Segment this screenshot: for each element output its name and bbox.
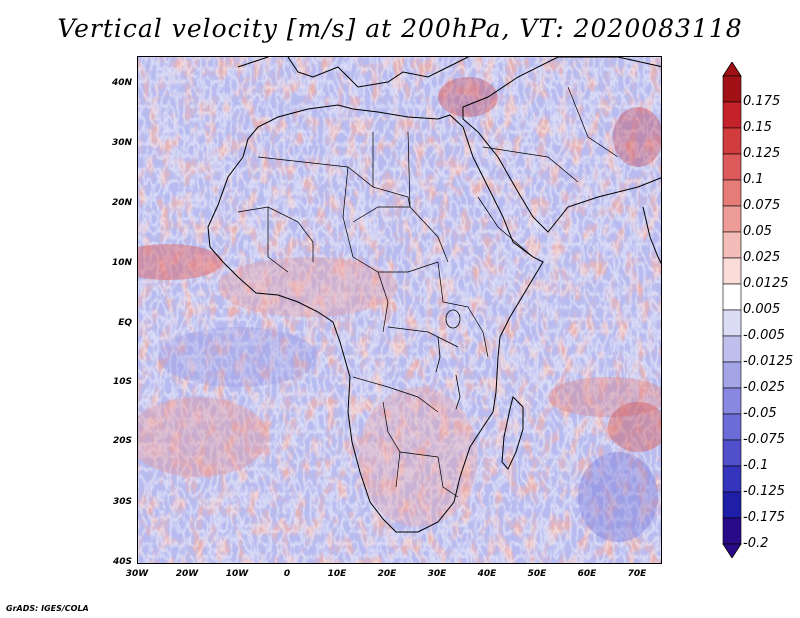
colorbar-label: -0.005	[743, 328, 785, 343]
lon-label-20w: 20W	[175, 569, 199, 579]
colorbar-swatch	[722, 101, 742, 129]
lon-label-30w: 30W	[125, 569, 149, 579]
colorbar-label: -0.2	[743, 536, 769, 551]
colorbar-swatch	[722, 231, 742, 259]
lon-label-10e: 10E	[327, 569, 347, 579]
colorbar-swatch	[722, 413, 742, 441]
lon-label-20e: 20E	[377, 569, 397, 579]
lon-label-10w: 10W	[225, 569, 249, 579]
lat-label-40n: 40N	[111, 78, 132, 88]
colorbar-swatch	[722, 127, 742, 155]
colorbar-swatch	[722, 205, 742, 233]
colorbar-swatch	[722, 283, 742, 311]
colorbar-label: -0.125	[743, 484, 785, 499]
lon-label-60e: 60E	[577, 569, 597, 579]
arabia-asia-coastline	[462, 57, 661, 233]
lon-label-50e: 50E	[527, 569, 547, 579]
lon-label-30e: 30E	[427, 569, 447, 579]
lat-label-10n: 10N	[111, 258, 132, 268]
colorbar-label: -0.1	[743, 458, 769, 473]
colorbar-min-arrow	[722, 543, 742, 558]
coastline-outlines	[207, 57, 661, 533]
colorbar-swatch	[722, 361, 742, 389]
africa-coastline	[207, 104, 544, 533]
madagascar-coastline	[501, 396, 524, 470]
colorbar-label: -0.05	[743, 406, 777, 421]
colorbar-label: -0.075	[743, 432, 785, 447]
lat-label-30n: 30N	[111, 138, 132, 148]
country-borders	[237, 86, 619, 498]
great-lakes	[435, 309, 461, 410]
colorbar-swatch	[722, 257, 742, 285]
colorbar-label: -0.0125	[743, 354, 794, 369]
colorbar-swatch	[722, 75, 742, 103]
colorbar-swatch	[722, 387, 742, 415]
colorbar-swatch	[722, 517, 742, 545]
colorbar-label: 0.1	[743, 172, 764, 187]
colorbar-label: 0.025	[743, 250, 781, 265]
colorbar-label: 0.075	[743, 198, 781, 213]
colorbar-label: -0.025	[743, 380, 785, 395]
lon-label-0: 0	[283, 569, 291, 579]
colorbar-swatch	[722, 439, 742, 467]
map-title: Vertical velocity [m/s] at 200hPa, VT: 2…	[57, 14, 743, 43]
vertical-velocity-field	[138, 57, 661, 563]
colorbar-label: 0.125	[743, 146, 781, 161]
colorbar-swatch	[722, 465, 742, 493]
lat-label-30s: 30S	[112, 497, 132, 507]
colorbar-label: 0.0125	[743, 276, 789, 291]
colorbar-max-arrow	[722, 62, 742, 77]
europe-coastline	[237, 57, 469, 88]
lat-label-40s: 40S	[112, 557, 132, 567]
lat-label-eq: EQ	[118, 318, 132, 328]
colorbar-label: 0.005	[743, 302, 781, 317]
grads-credit: GrADS: IGES/COLA	[6, 604, 89, 613]
colorbar-swatch	[722, 491, 742, 519]
lon-label-40e: 40E	[477, 569, 497, 579]
colorbar-swatch	[722, 309, 742, 337]
colorbar-label: 0.05	[743, 224, 772, 239]
colorbar	[722, 62, 742, 558]
colorbar-swatch	[722, 335, 742, 363]
lat-label-20s: 20S	[112, 436, 132, 446]
colorbar-swatch	[722, 179, 742, 207]
india-coastline	[642, 206, 661, 265]
lat-label-10s: 10S	[112, 377, 132, 387]
colorbar-swatch	[722, 153, 742, 181]
colorbar-label: 0.15	[743, 120, 772, 135]
lat-label-20n: 20N	[111, 198, 132, 208]
lon-label-70e: 70E	[627, 569, 647, 579]
colorbar-label: 0.175	[743, 94, 781, 109]
map-plot-area	[137, 56, 662, 564]
colorbar-label: -0.175	[743, 510, 785, 525]
